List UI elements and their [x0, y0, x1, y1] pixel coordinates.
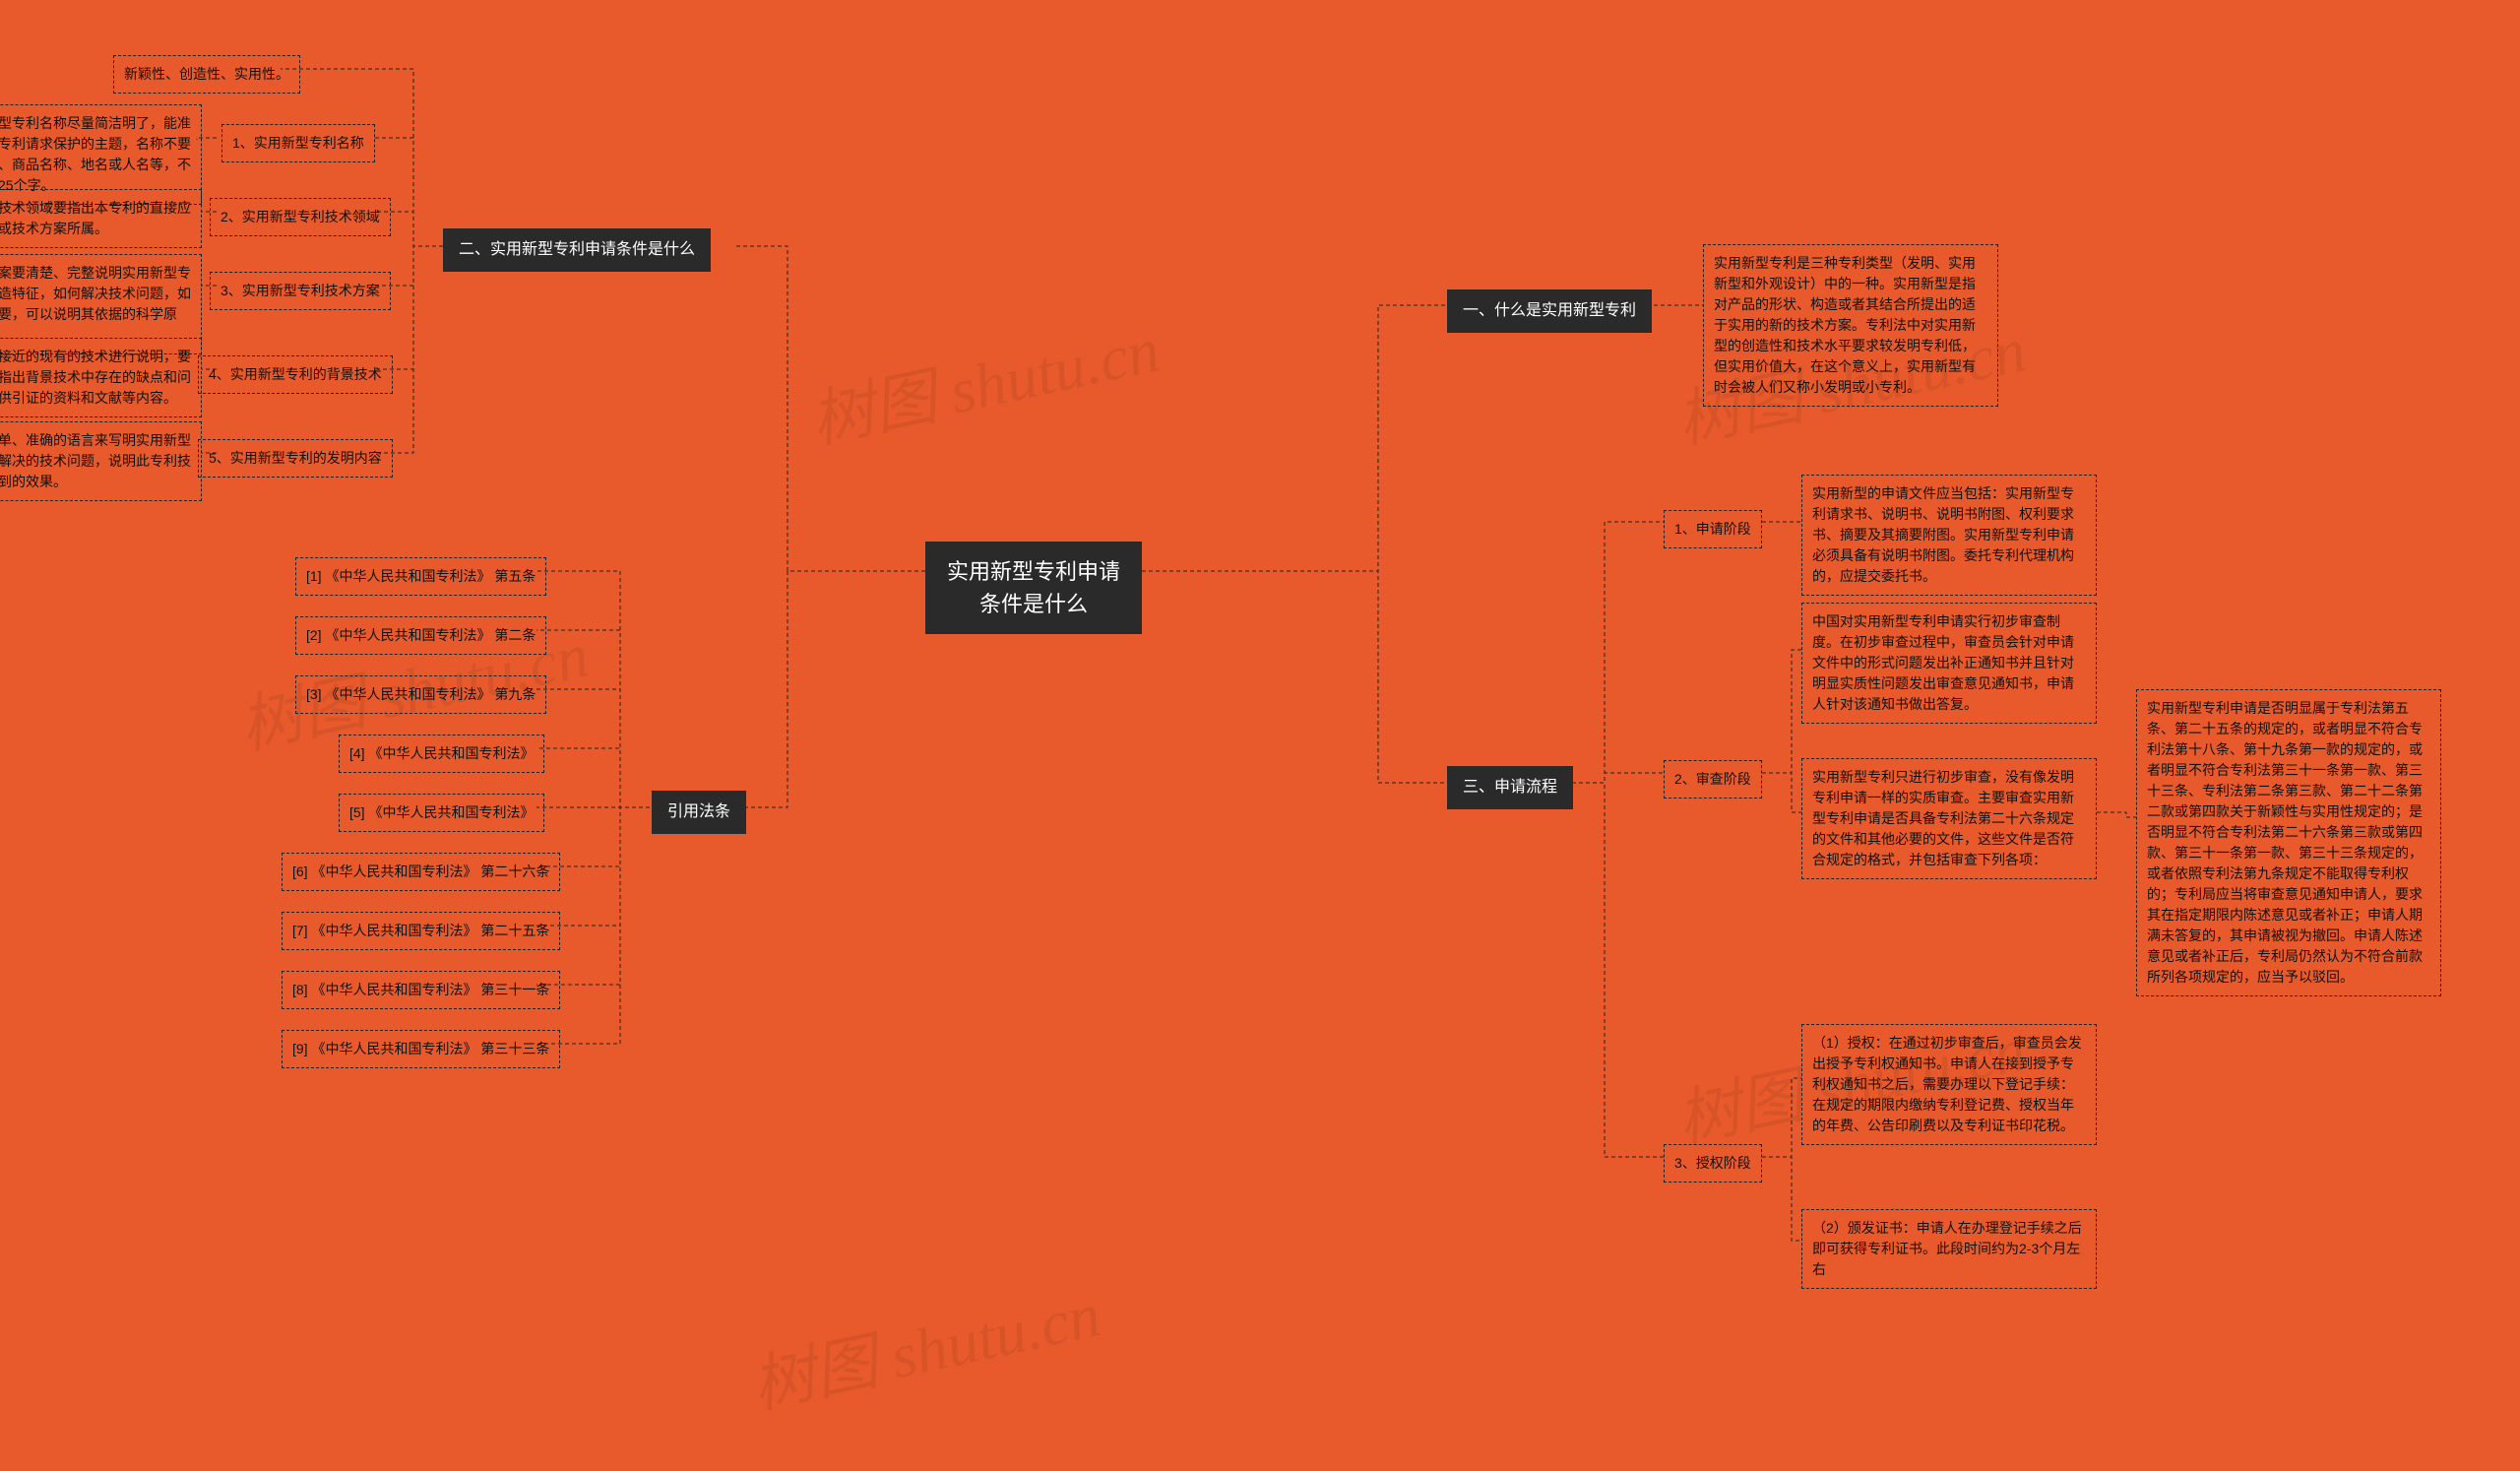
phase-1-desc: 实用新型的申请文件应当包括：实用新型专利请求书、说明书、说明书附图、权利要求书、…: [1801, 475, 2097, 596]
cond-3: 3、实用新型专利技术方案: [210, 272, 391, 310]
ref-2: [2] 《中华人民共和国专利法》 第二条: [295, 616, 546, 655]
cond-2-desc: 专利的技术领域要指出本专利的直接应该领域或技术方案所属。: [0, 189, 202, 248]
branch-3: 三、申请流程: [1447, 766, 1573, 809]
phase-3-desc-2: （2）颁发证书：申请人在办理登记手续之后即可获得专利证书。此段时间约为2-3个月…: [1801, 1209, 2097, 1289]
cond-5-desc: 要用简单、准确的语言来写明实用新型专利要解决的技术问题，说明此专利技术能达到的效…: [0, 421, 202, 501]
ref-4: [4] 《中华人民共和国专利法》: [339, 735, 544, 773]
cond-0: 新颖性、创造性、实用性。: [113, 55, 300, 94]
phase-3: 3、授权阶段: [1664, 1144, 1762, 1183]
watermark: 树图 shutu.cn: [801, 299, 1166, 462]
ref-7: [7] 《中华人民共和国专利法》 第二十五条: [282, 912, 560, 950]
ref-8: [8] 《中华人民共和国专利法》 第三十一条: [282, 971, 560, 1009]
branch-1-desc: 实用新型专利是三种专利类型（发明、实用新型和外观设计）中的一种。实用新型是指对产…: [1703, 244, 1998, 407]
phase-2-desc-3: 实用新型专利申请是否明显属于专利法第五条、第二十五条的规定的，或者明显不符合专利…: [2136, 689, 2441, 996]
branch-1: 一、什么是实用新型专利: [1447, 289, 1652, 333]
root-node: 实用新型专利申请条件是什么: [925, 542, 1142, 634]
branch-2: 二、实用新型专利申请条件是什么: [443, 228, 711, 272]
cond-1: 1、实用新型专利名称: [221, 124, 375, 162]
ref-3: [3] 《中华人民共和国专利法》 第九条: [295, 675, 546, 714]
cond-4-desc: 要对最接近的现有的技术进行说明，要客观的指出背景技术中存在的缺点和问题，提供引证…: [0, 338, 202, 417]
cond-2: 2、实用新型专利技术领域: [210, 198, 391, 236]
cond-4: 4、实用新型专利的背景技术: [198, 355, 393, 394]
phase-1: 1、申请阶段: [1664, 510, 1762, 548]
cond-5: 5、实用新型专利的发明内容: [198, 439, 393, 478]
ref-6: [6] 《中华人民共和国专利法》 第二十六条: [282, 853, 560, 891]
ref-9: [9] 《中华人民共和国专利法》 第三十三条: [282, 1030, 560, 1068]
watermark: 树图 shutu.cn: [742, 1264, 1106, 1427]
ref-1: [1] 《中华人民共和国专利法》 第五条: [295, 557, 546, 596]
ref-5: [5] 《中华人民共和国专利法》: [339, 794, 544, 832]
phase-2-desc-2: 实用新型专利只进行初步审查，没有像发明专利申请一样的实质审查。主要审查实用新型专…: [1801, 758, 2097, 879]
phase-3-desc-1: （1）授权：在通过初步审查后，审查员会发出授予专利权通知书。申请人在接到授予专利…: [1801, 1024, 2097, 1145]
phase-2-desc-1: 中国对实用新型专利申请实行初步审查制度。在初步审查过程中，审查员会针对申请文件中…: [1801, 603, 2097, 724]
phase-2: 2、审查阶段: [1664, 760, 1762, 799]
branch-4: 引用法条: [652, 791, 746, 834]
